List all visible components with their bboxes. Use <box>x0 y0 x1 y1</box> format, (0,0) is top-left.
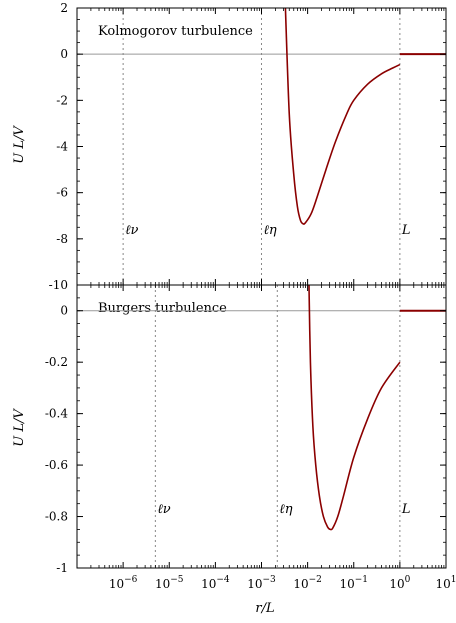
y-tick-label: 2 <box>60 1 68 15</box>
y-tick-label: -1 <box>56 561 68 575</box>
reference-label: L <box>401 223 411 238</box>
series-line <box>308 285 401 531</box>
burgers-panel: Burgers turbulence U L/V r/L ℓν ℓη L 0 -0.2 -… <box>12 284 456 616</box>
kolmogorov-title: Kolmogorov turbulence <box>98 24 253 39</box>
x-axis-title: r/L <box>255 601 274 616</box>
y-tick-label: 0 <box>60 47 68 61</box>
x-tick-label: 10−6 <box>109 575 138 591</box>
kolmogorov-panel: Kolmogorov turbulence U L/V ℓν ℓη L 2 0 -2 -4 -… <box>12 1 447 292</box>
top-ylabel: U L/V <box>12 125 27 164</box>
reference-label: ℓη <box>279 502 292 517</box>
reference-label: ℓν <box>125 223 138 238</box>
x-tick-label: 10−1 <box>339 575 368 591</box>
x-tick-label: 101 <box>435 575 456 591</box>
x-tick-label: 10−2 <box>293 575 322 591</box>
y-tick-label: -4 <box>56 140 68 154</box>
x-tick-label: 10−4 <box>201 575 230 591</box>
x-tick-label: 10−3 <box>247 575 276 591</box>
plot-frame <box>76 284 447 569</box>
reference-label: ℓν <box>157 502 170 517</box>
y-tick-label: 0 <box>60 304 68 318</box>
y-tick-label: -8 <box>56 232 68 246</box>
y-tick-label: -0.6 <box>45 458 68 472</box>
y-tick-label: -0.4 <box>45 407 69 421</box>
reference-label: L <box>401 502 411 517</box>
x-tick-label: 10−5 <box>155 575 184 591</box>
y-tick-label: -0.2 <box>45 355 68 369</box>
y-tick-label: -0.8 <box>45 510 68 524</box>
y-tick-label: -2 <box>56 93 68 107</box>
series-line <box>284 8 401 225</box>
y-tick-label: -6 <box>56 186 68 200</box>
bottom-ylabel: U L/V <box>12 408 27 447</box>
y-tick-label: -10 <box>49 278 68 292</box>
x-tick-label: 100 <box>389 575 410 591</box>
reference-label: ℓη <box>264 223 277 238</box>
burgers-title: Burgers turbulence <box>98 301 227 316</box>
